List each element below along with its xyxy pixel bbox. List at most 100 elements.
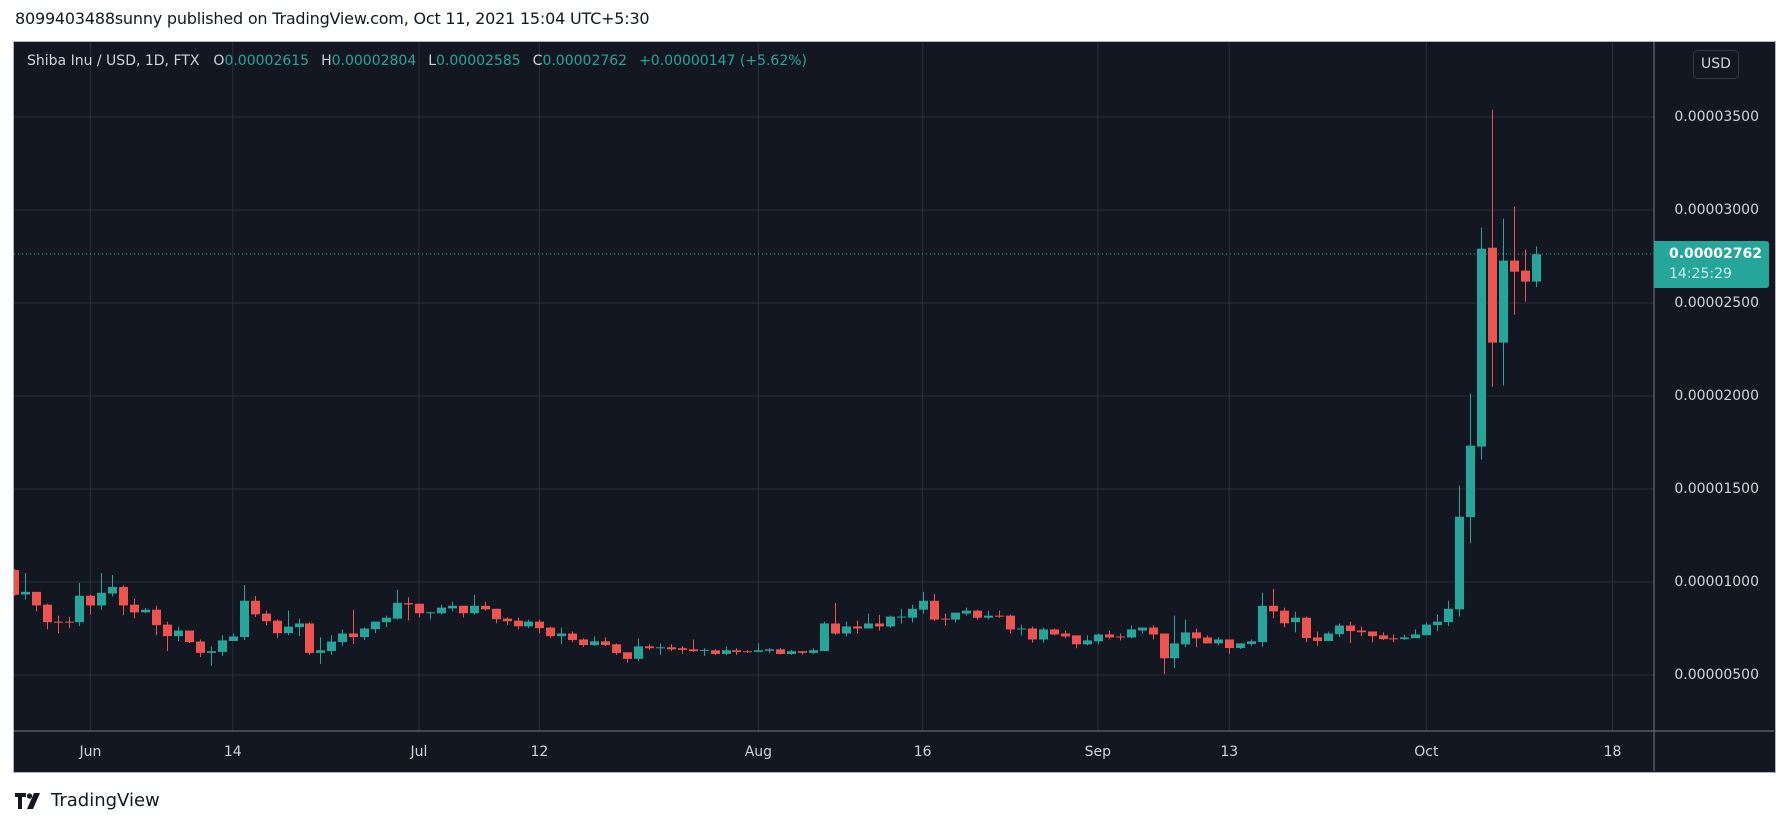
- candle-body: [185, 630, 194, 643]
- candle-down: [798, 651, 807, 655]
- candle-down: [54, 615, 63, 634]
- candle-body: [1532, 254, 1541, 282]
- candle-up: [393, 589, 402, 620]
- candle-down: [568, 631, 577, 643]
- candle-up: [437, 604, 446, 615]
- candle-down: [601, 637, 610, 646]
- candle-body: [305, 623, 314, 653]
- candle-down: [251, 595, 260, 617]
- candle-body: [14, 570, 19, 595]
- candle-up: [1400, 634, 1409, 641]
- candle-down: [262, 610, 271, 626]
- candle-body: [1105, 634, 1114, 638]
- candle-body: [1389, 638, 1398, 640]
- candle-body: [1017, 628, 1026, 630]
- candle-body: [656, 647, 665, 649]
- candle-body: [382, 617, 391, 623]
- candle-down: [535, 619, 544, 634]
- candle-body: [1499, 260, 1508, 343]
- candle-up: [1094, 633, 1103, 645]
- candle-body: [1411, 634, 1420, 639]
- candle-up: [207, 646, 216, 666]
- low-value: 0.00002585: [436, 53, 521, 69]
- candle-down: [404, 597, 413, 621]
- candle-body: [349, 633, 358, 638]
- candle-body: [1236, 643, 1245, 649]
- candle-down: [152, 605, 161, 636]
- candle-body: [295, 623, 304, 628]
- time-tick-label: 16: [913, 744, 932, 760]
- candle-body: [951, 612, 960, 620]
- candle-down: [305, 622, 314, 655]
- candle-body: [437, 607, 446, 614]
- candle-up: [524, 619, 533, 629]
- candle-up: [962, 607, 971, 616]
- candle-down: [1379, 632, 1388, 641]
- candle-down: [941, 613, 950, 626]
- candle-body: [1072, 635, 1081, 645]
- candle-body: [1433, 621, 1442, 626]
- candle-up: [919, 591, 928, 614]
- candle-down: [503, 617, 512, 626]
- candle-down: [185, 630, 194, 644]
- time-tick-label: Sep: [1084, 744, 1112, 760]
- candle-body: [1400, 637, 1409, 640]
- candle-down: [623, 652, 632, 663]
- candle-body: [1083, 640, 1092, 645]
- candle-body: [743, 651, 752, 653]
- candle-up: [448, 601, 457, 612]
- candle-up: [382, 615, 391, 628]
- candle-up: [1499, 218, 1508, 386]
- candle-down: [1149, 625, 1158, 640]
- candle-up: [722, 646, 731, 655]
- candle-down: [1269, 588, 1278, 619]
- candle-body: [86, 595, 95, 606]
- candle-body: [119, 587, 128, 606]
- candle-body: [1138, 627, 1147, 631]
- candle-up: [897, 608, 906, 624]
- candle-body: [1170, 643, 1179, 659]
- candle-down: [546, 626, 555, 638]
- candle-up: [141, 608, 150, 614]
- candle-up: [765, 648, 774, 653]
- candle-down: [349, 609, 358, 645]
- candle-down: [196, 639, 205, 657]
- candle-down: [1389, 634, 1398, 643]
- candle-body: [1291, 617, 1300, 623]
- candle-down: [1302, 616, 1311, 643]
- candle-up: [1422, 622, 1431, 636]
- candle-down: [163, 621, 172, 652]
- candle-up: [984, 610, 993, 620]
- candle-body: [908, 608, 917, 618]
- candle-down: [1028, 626, 1037, 643]
- current-price-tag: 0.00002762 14:25:29: [1654, 241, 1769, 288]
- candle-body: [152, 609, 161, 626]
- candle-up: [557, 627, 566, 644]
- tradingview-logo[interactable]: TradingView: [15, 790, 160, 811]
- tradingview-logo-icon: [15, 792, 40, 809]
- bar-countdown: 14:25:29: [1669, 266, 1732, 282]
- candle-body: [75, 595, 84, 623]
- candle-up: [327, 635, 336, 655]
- candle-up: [634, 638, 643, 661]
- candle-body: [853, 626, 862, 629]
- candle-body: [776, 649, 785, 654]
- price-tick-label: 0.00003000: [1674, 201, 1759, 218]
- candle-down: [930, 593, 939, 621]
- candle-body: [229, 636, 238, 641]
- candle-up: [656, 643, 665, 655]
- open-label: O: [213, 53, 225, 69]
- candle-down: [1006, 614, 1015, 634]
- candle-body: [809, 650, 818, 653]
- currency-button[interactable]: USD: [1693, 50, 1739, 79]
- candle-body: [787, 651, 796, 654]
- candle-up: [1138, 627, 1147, 634]
- symbol-title[interactable]: Shiba Inu / USD, 1D, FTX: [27, 53, 200, 69]
- candle-down: [1192, 628, 1201, 648]
- candle-body: [196, 641, 205, 653]
- high-value: 0.00002804: [331, 53, 417, 69]
- price-tick-label: 0.00002500: [1674, 294, 1759, 311]
- brand-name: TradingView: [51, 790, 160, 811]
- candle-body: [327, 641, 336, 652]
